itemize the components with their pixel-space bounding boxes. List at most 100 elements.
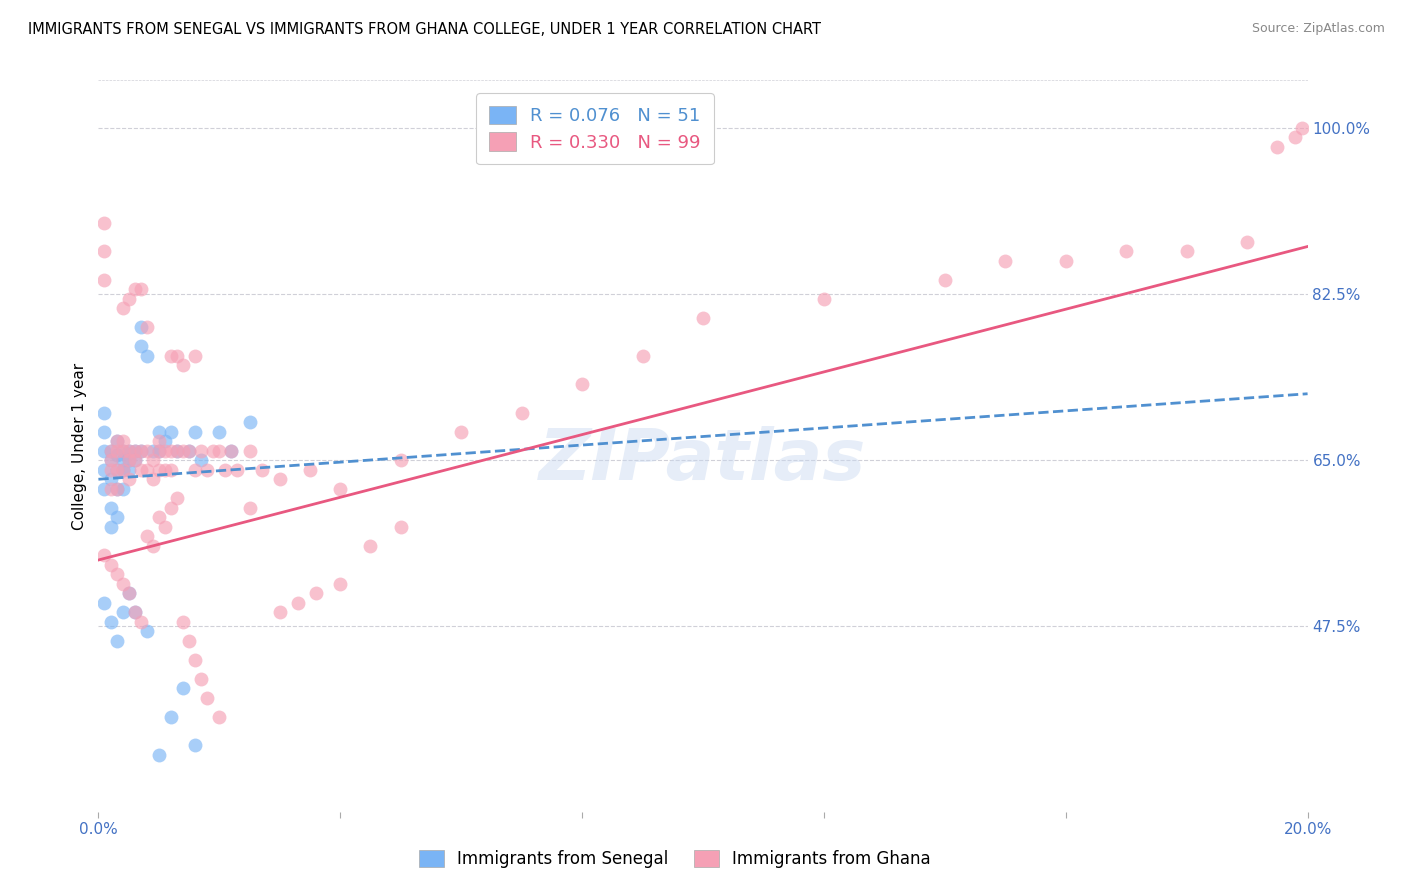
Point — [389, 453, 412, 467]
Point — [111, 605, 134, 619]
Point — [105, 482, 128, 496]
Point — [1115, 244, 1137, 259]
Point — [93, 244, 115, 259]
Point — [124, 605, 146, 619]
Point — [172, 681, 194, 696]
Legend: R = 0.076   N = 51, R = 0.330   N = 99: R = 0.076 N = 51, R = 0.330 N = 99 — [477, 93, 714, 164]
Point — [166, 443, 188, 458]
Point — [329, 576, 352, 591]
Point — [100, 558, 122, 572]
Point — [571, 377, 593, 392]
Point — [1267, 140, 1289, 154]
Point — [111, 443, 134, 458]
Point — [172, 443, 194, 458]
Point — [135, 529, 157, 543]
Point — [239, 415, 262, 429]
Y-axis label: College, Under 1 year: College, Under 1 year — [72, 362, 87, 530]
Point — [124, 453, 146, 467]
Point — [1284, 130, 1306, 145]
Point — [124, 282, 146, 296]
Point — [153, 520, 176, 534]
Point — [142, 453, 165, 467]
Point — [934, 273, 956, 287]
Point — [129, 282, 152, 296]
Point — [813, 292, 835, 306]
Point — [105, 463, 128, 477]
Point — [450, 425, 472, 439]
Point — [93, 273, 115, 287]
Point — [160, 500, 183, 515]
Point — [148, 443, 170, 458]
Point — [166, 349, 188, 363]
Point — [305, 586, 328, 600]
Point — [1175, 244, 1198, 259]
Point — [148, 463, 170, 477]
Point — [239, 443, 262, 458]
Point — [160, 710, 183, 724]
Point — [329, 482, 352, 496]
Point — [208, 443, 231, 458]
Point — [100, 482, 122, 496]
Point — [135, 463, 157, 477]
Point — [118, 443, 141, 458]
Point — [184, 653, 207, 667]
Point — [160, 349, 183, 363]
Point — [239, 500, 262, 515]
Point — [160, 443, 183, 458]
Point — [100, 472, 122, 486]
Point — [118, 443, 141, 458]
Point — [111, 301, 134, 316]
Point — [124, 605, 146, 619]
Point — [93, 406, 115, 420]
Point — [105, 567, 128, 582]
Point — [93, 425, 115, 439]
Point — [100, 463, 122, 477]
Point — [142, 539, 165, 553]
Text: ZIPatlas: ZIPatlas — [540, 426, 866, 495]
Point — [510, 406, 533, 420]
Point — [184, 425, 207, 439]
Point — [692, 310, 714, 325]
Point — [105, 443, 128, 458]
Point — [93, 216, 115, 230]
Point — [179, 443, 201, 458]
Point — [105, 434, 128, 449]
Point — [111, 463, 134, 477]
Point — [100, 520, 122, 534]
Point — [105, 463, 128, 477]
Point — [93, 443, 115, 458]
Point — [202, 443, 225, 458]
Point — [105, 434, 128, 449]
Point — [135, 349, 157, 363]
Point — [105, 633, 128, 648]
Point — [105, 510, 128, 524]
Point — [142, 472, 165, 486]
Point — [148, 510, 170, 524]
Point — [111, 453, 134, 467]
Point — [299, 463, 322, 477]
Point — [360, 539, 382, 553]
Point — [129, 443, 152, 458]
Point — [118, 453, 141, 467]
Point — [129, 320, 152, 334]
Point — [129, 463, 152, 477]
Point — [100, 453, 122, 467]
Point — [190, 453, 212, 467]
Point — [129, 339, 152, 353]
Point — [100, 615, 122, 629]
Point — [1236, 235, 1258, 249]
Point — [142, 443, 165, 458]
Point — [214, 463, 236, 477]
Point — [184, 738, 207, 752]
Point — [160, 463, 183, 477]
Point — [195, 463, 218, 477]
Point — [160, 425, 183, 439]
Text: IMMIGRANTS FROM SENEGAL VS IMMIGRANTS FROM GHANA COLLEGE, UNDER 1 YEAR CORRELATI: IMMIGRANTS FROM SENEGAL VS IMMIGRANTS FR… — [28, 22, 821, 37]
Point — [100, 443, 122, 458]
Point — [221, 443, 243, 458]
Point — [148, 425, 170, 439]
Point — [93, 463, 115, 477]
Point — [179, 633, 201, 648]
Point — [135, 624, 157, 639]
Point — [100, 500, 122, 515]
